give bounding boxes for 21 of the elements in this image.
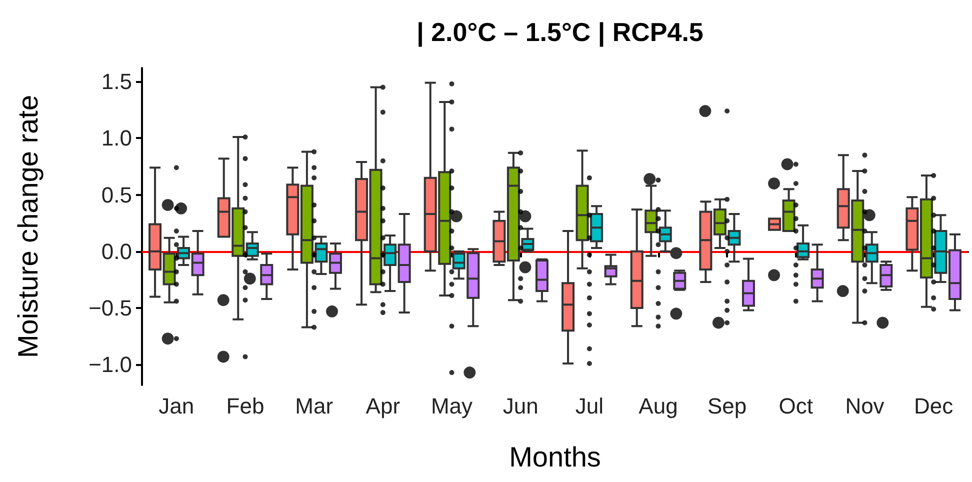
x-tick-label: Jul bbox=[575, 394, 604, 418]
x-axis-title: Months bbox=[509, 442, 601, 472]
y-axis-title: Moisture change rate bbox=[12, 94, 44, 358]
y-tick-label: 0.5 bbox=[101, 182, 132, 208]
x-tick-label: Feb bbox=[226, 394, 264, 418]
y-tick-label: −0.5 bbox=[88, 296, 132, 321]
x-tick-label: Aug bbox=[638, 394, 678, 418]
x-tick-label: Mar bbox=[295, 394, 334, 418]
y-tick-label: 1.5 bbox=[101, 69, 132, 94]
x-tick-label: Sep bbox=[708, 394, 747, 418]
x-tick-label: Nov bbox=[845, 394, 884, 418]
chart-title: | 2.0°C – 1.5°C | RCP4.5 bbox=[416, 17, 704, 47]
y-tick-label: 0.0 bbox=[101, 238, 132, 264]
x-tick-label: Oct bbox=[778, 394, 814, 418]
y-tick-label: −1.0 bbox=[88, 352, 132, 378]
x-tick-label: May bbox=[430, 394, 473, 418]
y-tick-label: 1.0 bbox=[101, 126, 132, 151]
x-tick-label: Apr bbox=[366, 394, 400, 418]
x-tick-label: Jan bbox=[158, 394, 194, 418]
x-tick-label: Dec bbox=[914, 394, 954, 418]
x-tick-label: Jun bbox=[502, 394, 538, 418]
